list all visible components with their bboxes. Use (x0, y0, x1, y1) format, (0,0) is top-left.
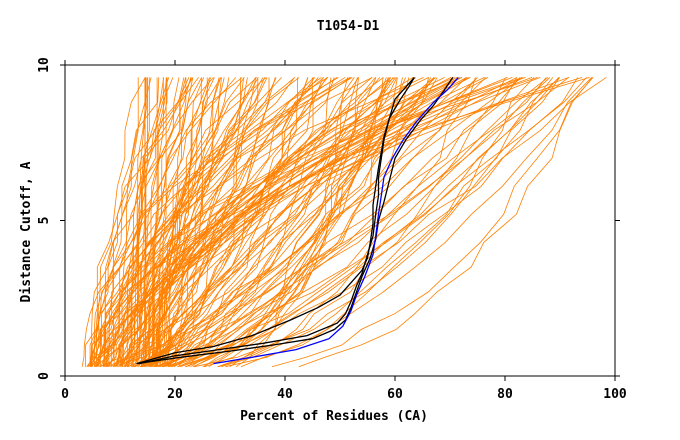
background-model-curve (132, 77, 148, 367)
background-model-curve (90, 77, 146, 367)
highlighted-model-curve-3 (136, 77, 454, 365)
background-model-curve (105, 77, 328, 367)
background-model-curve (156, 77, 376, 367)
background-model-curve (150, 77, 467, 367)
background-model-curve (208, 77, 359, 368)
background-model-curve (102, 77, 339, 367)
y-tick-label: 5 (37, 217, 52, 225)
y-axis-label: Distance Cutoff, A (19, 161, 34, 302)
background-model-curve (121, 77, 352, 367)
y-tick-label: 10 (37, 57, 52, 73)
background-model-curve (190, 77, 607, 368)
axis-ticks (60, 60, 620, 381)
background-model-curve (177, 77, 551, 368)
background-model-curve (149, 77, 316, 367)
background-model-curve (167, 77, 319, 367)
background-model-curve (81, 77, 351, 367)
background-model-curve (148, 77, 257, 368)
x-tick-label: 60 (387, 387, 403, 402)
background-model-curve (240, 77, 535, 368)
background-model-curve (99, 77, 230, 368)
background-model-curve (127, 77, 569, 368)
background-model-curve (203, 77, 398, 368)
background-model-curve (98, 77, 190, 367)
background-model-curve (180, 77, 398, 368)
background-model-curve (95, 77, 485, 367)
background-model-curve (126, 77, 180, 367)
background-model-curve (134, 77, 248, 368)
background-model-curve (155, 77, 222, 367)
background-model-curve (107, 77, 523, 367)
background-model-curve (218, 77, 476, 368)
background-model-curve (94, 77, 538, 367)
background-model-curve (134, 77, 215, 368)
background-model-curve (152, 77, 225, 367)
x-axis-label: Percent of Residues (CA) (240, 409, 428, 424)
background-model-curve (220, 77, 561, 368)
background-model-curve (298, 77, 593, 368)
highlighted-model-curve-2 (136, 77, 415, 365)
background-model-curve (122, 77, 417, 367)
background-model-curve (100, 77, 329, 367)
background-model-curve (153, 77, 435, 368)
background-model-curve (140, 77, 309, 367)
background-model-curve (85, 77, 194, 367)
x-tick-label: 20 (167, 387, 183, 402)
x-tick-label: 80 (497, 387, 513, 402)
x-tick-label: 0 (61, 387, 69, 402)
background-model-curve (271, 77, 594, 368)
background-model-curve (133, 77, 435, 368)
background-model-curve (96, 77, 424, 367)
background-model-curve (148, 77, 445, 368)
x-tick-label: 40 (277, 387, 293, 402)
background-model-curve (106, 77, 489, 367)
x-tick-label: 100 (603, 387, 627, 402)
background-model-curve (134, 77, 152, 367)
background-model-curve (188, 77, 332, 367)
reference-model-curve (213, 76, 459, 365)
background-model-curve (168, 77, 436, 367)
background-model-curve (90, 77, 267, 367)
background-model-curve (99, 77, 391, 367)
background-model-curve (107, 77, 406, 368)
background-model-curve (90, 77, 174, 367)
background-model-curve (154, 77, 384, 367)
background-model-curve (194, 77, 554, 368)
background-model-curves (81, 77, 607, 368)
background-model-curve (94, 77, 296, 368)
background-model-curve (149, 77, 259, 368)
chart-title: T1054-D1 (317, 19, 380, 34)
background-model-curve (162, 77, 547, 368)
background-model-curve (94, 77, 237, 367)
background-model-curve (168, 77, 394, 367)
background-model-curve (142, 77, 210, 368)
background-model-curve (177, 77, 579, 368)
background-model-curve (132, 77, 313, 368)
background-model-curve (110, 77, 243, 367)
background-model-curve (142, 77, 549, 368)
background-model-curve (125, 77, 526, 367)
background-model-curve (225, 77, 592, 368)
background-model-curve (145, 77, 164, 367)
background-model-curve (110, 77, 335, 368)
background-model-curve (96, 77, 325, 367)
background-model-curve (89, 77, 199, 367)
background-model-curve (159, 77, 432, 367)
y-tick-label: 0 (37, 372, 52, 380)
background-model-curve (132, 77, 373, 367)
background-model-curve (92, 77, 463, 367)
background-model-curve (130, 77, 220, 367)
background-model-curve (158, 77, 453, 368)
highlighted-model-curves (136, 76, 459, 365)
axis-tick-labels: 0 20 40 60 80 100 0 5 10 (37, 57, 627, 402)
background-model-curve (173, 77, 478, 368)
background-model-curve (164, 77, 324, 368)
